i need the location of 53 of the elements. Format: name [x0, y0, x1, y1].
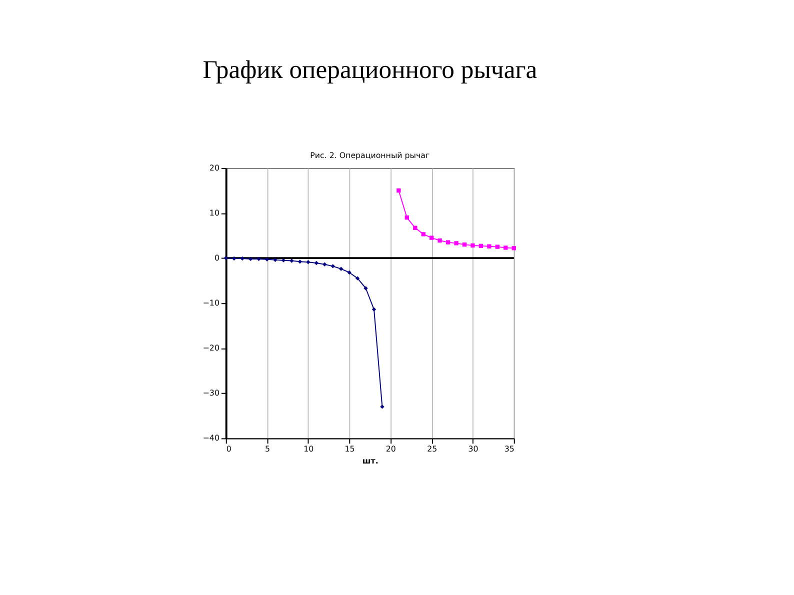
point — [330, 264, 335, 268]
x-tick-label: 30 — [468, 444, 478, 454]
y-tick-label: 10 — [209, 208, 220, 218]
point — [224, 256, 228, 260]
point — [396, 188, 401, 193]
point — [264, 257, 270, 262]
point — [355, 276, 360, 280]
y-tick-label: 20 — [209, 163, 220, 172]
x-tick-label: 25 — [427, 444, 438, 454]
x-tick-label: 0 — [226, 444, 232, 454]
point — [487, 244, 492, 248]
x-tick-label: 20 — [386, 444, 396, 454]
point — [380, 404, 384, 409]
point — [413, 226, 418, 230]
point — [446, 240, 450, 244]
point — [290, 258, 294, 263]
point — [364, 286, 368, 290]
point — [281, 258, 286, 262]
y-tick-label: −10 — [202, 298, 220, 308]
point — [322, 262, 327, 266]
point — [298, 260, 302, 264]
point — [372, 307, 376, 312]
point — [404, 215, 409, 220]
x-tick-label: 10 — [304, 444, 314, 454]
chart-title: График операционного рычага — [202, 55, 538, 84]
point — [338, 266, 344, 271]
point — [470, 243, 475, 248]
x-tick-label: 35 — [504, 444, 514, 454]
point — [273, 258, 278, 262]
point — [314, 260, 318, 266]
point — [240, 256, 244, 261]
y-tick-label: −20 — [202, 344, 220, 353]
point — [347, 270, 352, 275]
point — [306, 260, 310, 264]
point — [478, 244, 484, 248]
point — [248, 256, 253, 262]
point — [430, 236, 434, 240]
y-tick-label: −40 — [202, 434, 220, 443]
point — [438, 238, 442, 243]
point — [495, 244, 500, 249]
x-tick-label: 5 — [265, 444, 270, 454]
point — [256, 256, 261, 262]
point — [512, 246, 516, 250]
y-tick-label: 0 — [214, 254, 220, 263]
point — [462, 242, 467, 247]
point — [454, 241, 458, 246]
chart-subtitle: Рис. 2. Операционный рычаг — [310, 151, 430, 160]
point — [504, 246, 508, 250]
x-tick-label: 15 — [344, 444, 355, 454]
x-axis-title: шт. — [362, 456, 378, 466]
point — [421, 232, 426, 236]
y-tick-label: −30 — [202, 388, 220, 398]
point — [232, 256, 236, 261]
